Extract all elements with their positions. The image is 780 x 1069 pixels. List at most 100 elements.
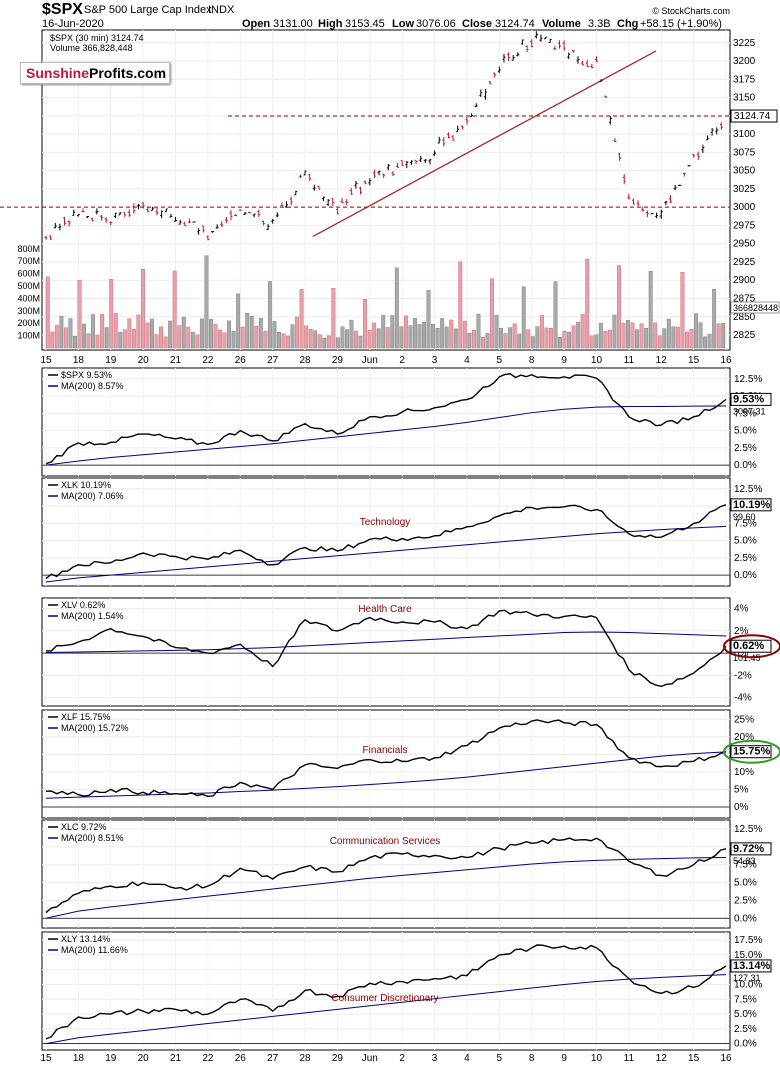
value-box	[730, 639, 772, 653]
volume-bar	[286, 335, 290, 349]
volume-bar	[589, 335, 594, 349]
volume-bar	[385, 327, 390, 349]
ma-legend-label: MA(200) 7.06%	[61, 491, 124, 501]
volume-bar	[91, 314, 96, 349]
volume-bar	[422, 321, 426, 349]
series-line	[45, 609, 727, 688]
x-axis-label-bottom: 26	[235, 1053, 247, 1064]
ma-line	[45, 857, 727, 919]
volume-bar	[104, 327, 109, 349]
volume-bar	[471, 329, 476, 349]
volume-bar	[535, 326, 540, 349]
x-axis-label: 21	[170, 355, 182, 366]
x-axis-label: 5	[497, 355, 503, 366]
panel-tick-label: 10%	[734, 767, 754, 778]
ma-value-label: 127.31	[733, 973, 761, 983]
panel-tick-label: 7.5%	[734, 994, 757, 1005]
volume-bar	[453, 328, 458, 349]
volume-bar	[113, 313, 118, 349]
volume-bar	[100, 313, 105, 349]
volume-bar	[399, 326, 404, 349]
sector-label: Financials	[362, 745, 407, 756]
x-axis-label-bottom: 27	[267, 1053, 279, 1064]
panel-frame-spx	[41, 367, 731, 477]
value-box-label: 13.14%	[733, 960, 771, 972]
panel-frame-xly	[41, 931, 731, 1051]
x-axis-label-bottom: 10	[591, 1053, 603, 1064]
volume-tick-label: 600M	[17, 269, 40, 279]
ma-value-label: 54.83	[733, 856, 756, 866]
volume-bar	[712, 289, 717, 349]
ma-legend-label: MA(200) 1.54%	[61, 611, 124, 621]
header-exchange: INDX	[208, 4, 235, 16]
volume-bar	[245, 313, 250, 349]
volume-bar	[82, 323, 86, 349]
volume-bar	[227, 320, 232, 349]
volume-bar	[345, 329, 349, 349]
header-date: 16-Jun-2020	[42, 18, 104, 30]
series-line	[45, 944, 727, 1040]
volume-bar	[394, 267, 399, 349]
volume-bar	[612, 314, 617, 349]
volume-bar	[431, 323, 436, 349]
series-line	[45, 504, 727, 580]
series-legend-label: $SPX 9.53%	[61, 370, 112, 380]
value-box	[730, 959, 772, 973]
volume-bar	[367, 330, 372, 349]
price-tick-label: 3200	[733, 56, 756, 67]
volume-bar	[186, 326, 191, 349]
price-tick-label: 2850	[733, 312, 756, 323]
volume-bar	[558, 337, 562, 349]
x-axis-label: 15	[40, 355, 52, 366]
volume-bar	[204, 255, 209, 349]
volume-bar	[272, 321, 277, 349]
x-axis-label: 22	[202, 355, 214, 366]
volume-bar	[644, 328, 649, 349]
panel-tick-label: 25%	[734, 714, 754, 725]
volume-bar	[249, 315, 254, 349]
volume-bar	[331, 288, 336, 349]
value-box	[730, 392, 772, 406]
series-line	[45, 837, 727, 914]
volume-bar	[145, 322, 150, 349]
volume-bar	[444, 326, 449, 349]
header-low-label: Low	[392, 18, 414, 30]
volume-bar	[494, 315, 499, 349]
panel-tick-label: 7.5%	[734, 408, 757, 419]
volume-bar	[639, 323, 644, 349]
volume-bar	[290, 324, 295, 349]
header-open-label: Open	[242, 18, 270, 30]
volume-bar	[544, 327, 549, 349]
volume-bar	[308, 328, 313, 349]
ma-line	[45, 974, 727, 1045]
volume-bar	[295, 316, 300, 349]
volume-bar	[539, 315, 544, 349]
panel-tick-label: 2.5%	[734, 895, 757, 906]
volume-bar	[267, 281, 272, 349]
legend-volume: Volume 366,828,448	[50, 43, 133, 53]
volume-bar	[585, 259, 590, 349]
x-axis-label: 11	[624, 355, 635, 366]
volume-tick-label: 200M	[17, 318, 40, 328]
series-legend-label: XLY 13.14%	[61, 934, 110, 944]
volume-bar	[680, 271, 685, 349]
volume-bar	[716, 323, 721, 349]
volume-bar	[131, 329, 136, 349]
volume-bar	[635, 329, 640, 349]
x-axis-label: 3	[432, 355, 438, 366]
volume-bar	[648, 271, 653, 349]
ma-legend-label: MA(200) 8.51%	[61, 833, 124, 843]
ma-value-label: 3097.31	[733, 406, 766, 416]
x-axis-label-bottom: 2	[399, 1053, 405, 1064]
value-box-label: 15.75%	[733, 746, 771, 758]
volume-bar	[521, 286, 526, 349]
legend-price: $SPX (30 min) 3124.74	[50, 33, 144, 43]
value-box-label: 0.62%	[733, 640, 764, 652]
volume-bar	[689, 329, 694, 349]
volume-bar	[86, 333, 91, 349]
x-axis-label-bottom: 8	[529, 1053, 535, 1064]
volume-value-box	[730, 301, 780, 314]
panel-tick-label: 0%	[734, 802, 749, 813]
volume-bar	[662, 328, 667, 349]
volume-bar	[607, 329, 612, 349]
